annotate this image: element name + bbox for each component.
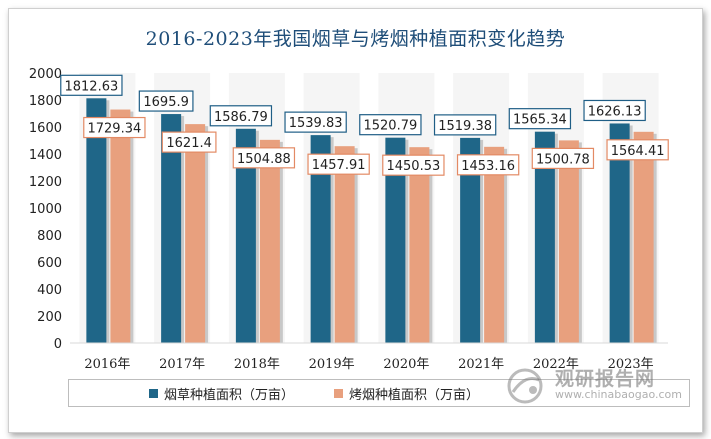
- data-label-box: [161, 131, 217, 153]
- y-tick-label: 2000: [29, 67, 62, 82]
- legend-label-series-1: 烟草种植面积（万亩）: [164, 387, 295, 403]
- y-tick-label: 200: [37, 310, 62, 325]
- legend-swatch-series-2: [334, 388, 344, 398]
- y-tick-label: 800: [37, 229, 62, 244]
- data-label: 1729.34: [87, 122, 141, 137]
- x-tick-label: 2016年: [84, 357, 130, 372]
- chart-title: 2016-2023年我国烟草与烤烟种植面积变化趋势: [145, 28, 566, 50]
- bar-series-2: [334, 146, 355, 343]
- bar-series-1: [86, 98, 107, 343]
- x-tick-label: 2021年: [458, 357, 504, 372]
- bar-series-2: [259, 139, 280, 343]
- data-label: 1564.41: [611, 144, 665, 159]
- data-label: 1519.38: [438, 119, 492, 134]
- data-label: 1695.9: [143, 95, 189, 110]
- data-label: 1500.78: [536, 152, 590, 167]
- data-label-box: [138, 90, 194, 112]
- legend-label-series-2: 烤烟种植面积（万亩）: [349, 387, 480, 403]
- x-tick-label: 2017年: [159, 357, 205, 372]
- data-label-box: [284, 111, 347, 133]
- y-tick-label: 1200: [29, 175, 62, 190]
- data-label-box: [83, 116, 146, 139]
- x-tick-label: 2022年: [533, 357, 579, 372]
- data-label: 1626.13: [588, 104, 642, 119]
- data-label-box: [359, 114, 422, 136]
- bar-series-1: [310, 135, 331, 343]
- y-tick-label: 0: [54, 337, 62, 352]
- data-label-box: [382, 154, 445, 176]
- bar-series-2: [110, 109, 131, 344]
- x-tick-label: 2019年: [309, 357, 355, 372]
- y-tick-label: 400: [37, 283, 62, 298]
- x-tick-label: 2020年: [383, 357, 429, 372]
- bar-series-2: [633, 131, 654, 343]
- data-label-box: [209, 105, 273, 127]
- data-label: 1586.79: [214, 110, 268, 125]
- legend-item-series-1: 烟草种植面积（万亩）: [149, 384, 294, 403]
- y-tick-label: 600: [37, 256, 62, 271]
- bar-series-1: [534, 131, 555, 343]
- y-tick-label: 1600: [29, 121, 62, 136]
- bar-series-2: [558, 140, 579, 343]
- data-label-box: [606, 139, 669, 161]
- data-label: 1621.4: [166, 136, 212, 151]
- data-label: 1450.53: [386, 159, 440, 174]
- data-label: 1457.91: [312, 158, 366, 173]
- data-label-box: [232, 147, 296, 169]
- x-tick-label: 2018年: [234, 357, 280, 372]
- legend-swatch-series-1: [149, 388, 158, 398]
- bar-series-1: [460, 137, 481, 343]
- data-label: 1520.79: [363, 119, 417, 134]
- data-label: 1504.88: [237, 152, 291, 167]
- y-tick-label: 1800: [29, 94, 62, 109]
- data-label-box: [60, 74, 123, 96]
- data-label-box: [433, 114, 497, 136]
- y-tick-label: 1400: [29, 148, 62, 163]
- x-tick-label: 2023年: [608, 357, 654, 372]
- data-label-box: [531, 147, 595, 169]
- data-label: 1565.34: [513, 113, 567, 128]
- bar-series-1: [385, 137, 406, 343]
- y-tick-label: 1000: [29, 202, 62, 217]
- data-label: 1812.63: [64, 79, 118, 94]
- bar-series-1: [609, 123, 630, 344]
- data-label: 1539.83: [289, 116, 343, 131]
- data-label-box: [307, 153, 370, 175]
- data-label-box: [508, 108, 572, 130]
- bar-series-2: [484, 146, 505, 343]
- bar-series-1: [235, 128, 256, 343]
- bar-series-2: [409, 147, 430, 343]
- data-label-box: [456, 154, 520, 176]
- data-label: 1453.16: [461, 159, 515, 174]
- bar-series-2: [185, 124, 206, 344]
- data-label-box: [583, 99, 646, 122]
- legend-item-series-2: 烤烟种植面积（万亩）: [334, 384, 479, 403]
- legend: 烟草种植面积（万亩） 烤烟种植面积（万亩）: [68, 379, 690, 407]
- bar-series-1: [161, 114, 182, 343]
